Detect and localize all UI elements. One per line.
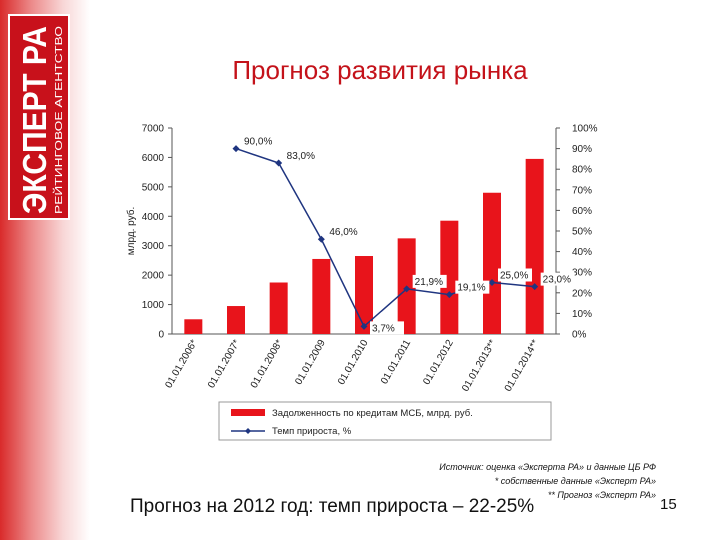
data-bar <box>227 306 245 334</box>
data-bar <box>525 158 544 334</box>
page-number: 15 <box>660 496 677 513</box>
data-label-background <box>498 268 532 282</box>
x-tick-label: 01.01.2013** <box>460 338 498 394</box>
left-tick-label: 3000 <box>142 241 165 252</box>
growth-rate-point <box>403 285 411 293</box>
growth-rate-point <box>360 322 368 330</box>
data-label: 21,9% <box>415 277 443 288</box>
data-bar <box>440 220 459 334</box>
data-bar <box>312 258 331 334</box>
data-label-background <box>455 280 490 294</box>
x-tick-label: 01.01.2009 <box>293 338 328 387</box>
right-tick-label: 90% <box>572 144 592 155</box>
own-data-note: * собственные данные «Эксперт РА» <box>494 476 656 486</box>
x-tick-label: 01.01.2006* <box>163 338 200 390</box>
right-tick-label: 100% <box>572 124 598 135</box>
right-tick-label: 80% <box>572 165 592 176</box>
data-bar <box>355 256 373 334</box>
right-tick-label: 70% <box>572 185 592 196</box>
page-title: Прогноз развития рынка <box>232 55 528 85</box>
data-label: 23,0% <box>543 275 571 286</box>
legend-line-label: Темп прироста, % <box>272 426 352 437</box>
right-tick-label: 50% <box>572 227 592 238</box>
data-label: 3,7% <box>372 323 395 334</box>
x-tick-label: 01.01.2012 <box>421 338 456 387</box>
agency-logo: ЭКСПЕРТ РА РЕЙТИНГОВОЕ АГЕНТСТВО <box>8 14 70 220</box>
legend-bar-label: Задолженность по кредитам МСБ, млрд. руб… <box>272 408 473 419</box>
growth-rate-point <box>488 279 496 286</box>
data-label: 19,1% <box>457 283 485 294</box>
growth-rate-point <box>531 283 539 291</box>
left-tick-label: 1000 <box>142 300 165 311</box>
growth-rate-point <box>232 145 240 153</box>
data-label: 90,0% <box>244 137 272 148</box>
data-label-background <box>540 272 575 286</box>
growth-rate-point <box>445 291 453 299</box>
data-bar <box>483 192 501 334</box>
forecast-summary: Прогноз на 2012 год: темп прироста – 22-… <box>130 496 535 517</box>
data-bar <box>269 282 288 334</box>
data-label: 83,0% <box>287 151 315 162</box>
legend-box <box>218 401 552 441</box>
x-tick-label: 01.01.2010 <box>336 338 371 387</box>
left-tick-label: 6000 <box>142 153 165 164</box>
y-axis-label: млрд. руб. <box>125 207 137 256</box>
logo-sub-text: РЕЙТИНГОВОЕ АГЕНТСТВО <box>52 26 65 214</box>
left-tick-label: 4000 <box>142 212 165 223</box>
right-tick-label: 20% <box>572 288 592 299</box>
data-label-background <box>327 225 362 239</box>
legend-line-marker <box>245 428 251 434</box>
forecast-note: ** Прогноз «Эксперт РА» <box>547 490 656 500</box>
growth-rate-point <box>275 159 283 167</box>
right-tick-label: 10% <box>572 309 592 320</box>
right-tick-label: 0% <box>572 330 587 341</box>
data-bar <box>184 319 203 334</box>
x-tick-label: 01.01.2014** <box>503 338 541 394</box>
left-tick-label: 5000 <box>142 182 165 193</box>
data-label: 46,0% <box>329 227 357 238</box>
growth-rate-point <box>317 235 325 243</box>
data-label: 25,0% <box>500 271 528 282</box>
legend-bar-swatch <box>231 409 265 416</box>
source-note: Источник: оценка «Эксперта РА» и данные … <box>439 462 656 472</box>
data-label-background <box>242 134 276 148</box>
right-tick-label: 40% <box>572 247 592 258</box>
data-label-background <box>284 149 319 163</box>
left-tick-label: 2000 <box>142 271 165 282</box>
left-tick-label: 0 <box>158 330 164 341</box>
left-tick-label: 7000 <box>142 124 165 135</box>
data-label-background <box>370 321 404 335</box>
logo-main-text: ЭКСПЕРТ РА <box>16 26 53 214</box>
right-tick-label: 60% <box>572 206 592 217</box>
x-tick-label: 01.01.2008* <box>249 338 286 390</box>
x-tick-label: 01.01.2011 <box>379 338 413 387</box>
x-tick-label: 01.01.2007* <box>206 338 243 390</box>
right-tick-label: 30% <box>572 268 592 279</box>
data-label-background <box>412 274 447 288</box>
